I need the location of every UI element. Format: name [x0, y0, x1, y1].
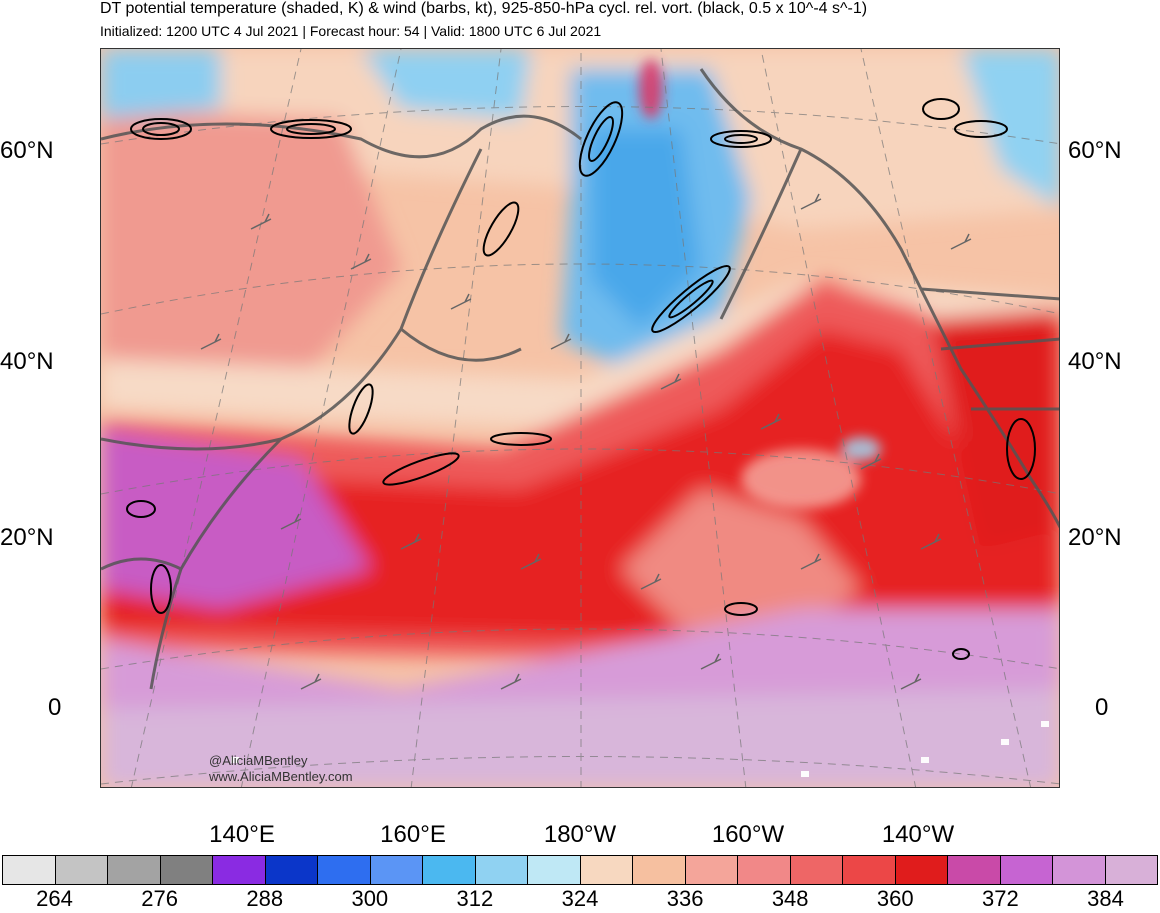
lon-label-160e: 160°E [380, 821, 446, 848]
colorbar-box [790, 856, 843, 884]
map-canvas [101, 49, 1059, 787]
colorbar-box [108, 856, 161, 884]
credit-handle: @AliciaMBentley [209, 753, 308, 768]
colorbar-box [213, 856, 266, 884]
colorbar-box [370, 856, 423, 884]
coastlines [101, 68, 1059, 690]
lat-label-40n-left: 40°N [0, 348, 54, 375]
lat-label-20n-left: 20°N [0, 524, 54, 551]
wind-barbs [200, 193, 972, 690]
colorbar-box [948, 856, 1001, 884]
colorbar-tick-label: 372 [982, 886, 1019, 911]
colorbar-box [685, 856, 738, 884]
temperature-shading [101, 49, 1059, 787]
colorbar-box [318, 856, 371, 884]
colorbar-box [423, 856, 476, 884]
colorbar-box [528, 856, 581, 884]
colorbar-tick-label: 360 [876, 886, 914, 911]
colorbar-box [160, 856, 213, 884]
map-title: DT potential temperature (shaded, K) & w… [100, 0, 868, 17]
colorbar-box [3, 856, 56, 884]
lon-label-140e: 140°E [209, 821, 275, 848]
colorbar-box [580, 856, 633, 884]
vorticity-contours [126, 98, 1036, 660]
colorbar-box [1053, 856, 1106, 884]
map-panel: @AliciaMBentley www.AliciaMBentley.com [100, 48, 1060, 788]
colorbar-tick-label: 300 [351, 886, 389, 911]
lat-label-60n-right: 60°N [1068, 137, 1122, 164]
colorbar-tick-label: 324 [561, 886, 599, 911]
colorbar-tick-label: 312 [456, 886, 494, 911]
colorbar-box [475, 856, 528, 884]
lon-label-180w: 180°W [543, 821, 617, 848]
colorbar-tick-label: 348 [771, 886, 809, 911]
lon-label-140w: 140°W [881, 821, 955, 848]
colorbar-tick-label: 276 [141, 886, 178, 911]
colorbar-box [633, 856, 686, 884]
colorbar-tick-label: 288 [246, 886, 284, 911]
colorbar [2, 855, 1158, 885]
lat-label-40n-right: 40°N [1068, 348, 1122, 375]
colorbar-box [1105, 856, 1157, 884]
colorbar-tick-label: 384 [1087, 886, 1124, 911]
colorbar-box [55, 856, 108, 884]
colorbar-box [265, 856, 318, 884]
lat-label-20n-right: 20°N [1068, 524, 1122, 551]
credit-website: www.AliciaMBentley.com [209, 769, 353, 784]
lat-label-60n-left: 60°N [0, 137, 54, 164]
lat-label-0-right: 0 [1095, 694, 1109, 721]
colorbar-tick-label: 336 [666, 886, 704, 911]
lon-label-160w: 160°W [711, 821, 785, 848]
colorbar-box [738, 856, 791, 884]
lat-label-0-left: 0 [48, 694, 62, 721]
colorbar-box [1000, 856, 1053, 884]
colorbar-box [895, 856, 948, 884]
colorbar-box [843, 856, 896, 884]
colorbar-tick-label: 264 [36, 886, 73, 911]
map-subtitle: Initialized: 1200 UTC 4 Jul 2021 | Forec… [100, 23, 602, 39]
